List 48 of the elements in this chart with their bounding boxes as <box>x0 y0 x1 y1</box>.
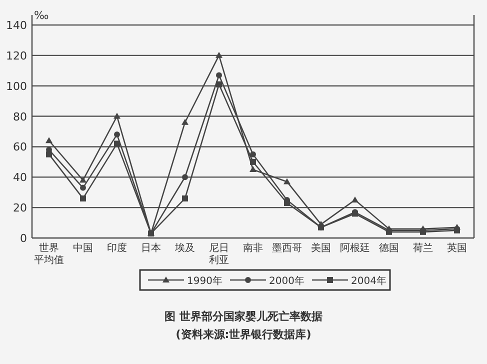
point <box>182 118 188 125</box>
point <box>46 151 52 158</box>
x-tick-label: 阿根廷 <box>340 242 370 254</box>
point <box>182 195 188 202</box>
point <box>182 174 188 180</box>
y-axis-title: ‰ <box>34 9 49 22</box>
y-tick-label: 20 <box>13 202 27 215</box>
point <box>318 224 324 230</box>
legend-label: 1990年 <box>187 275 222 287</box>
point <box>216 81 222 88</box>
x-tick-label: 德国 <box>379 243 399 254</box>
x-tick-label: 世界平均值 <box>34 242 64 266</box>
x-tick-label: 英国 <box>447 242 467 254</box>
point <box>46 137 52 144</box>
x-tick-label: 埃及 <box>174 242 195 254</box>
y-tick-label: 120 <box>6 49 27 62</box>
text: 图 世界部分国家婴儿死亡率数据 <box>164 310 322 323</box>
x-tick-label: 日本 <box>141 242 161 254</box>
x-tick-label: 尼日利亚 <box>209 243 229 266</box>
x-tick-label: 印度 <box>107 242 127 254</box>
x-tick-label: 中国 <box>73 242 93 254</box>
legend-label: 2000年 <box>269 275 304 287</box>
y-tick-label: 80 <box>13 110 27 124</box>
point <box>114 140 120 147</box>
x-tick-label: 荷兰 <box>413 242 433 254</box>
point <box>250 166 256 172</box>
y-tick-label: 100 <box>6 80 27 93</box>
y-tick-label: 60 <box>13 140 27 154</box>
x-tick-label: 美国 <box>311 242 331 254</box>
point <box>80 195 86 202</box>
point <box>352 196 358 202</box>
point <box>250 151 256 158</box>
point <box>114 132 120 138</box>
point <box>80 176 86 183</box>
point <box>114 112 120 119</box>
point <box>216 72 222 78</box>
point <box>216 52 222 58</box>
point <box>284 178 290 184</box>
point <box>284 200 290 206</box>
x-tick-label: 南非 <box>243 242 263 254</box>
y-tick-label: 40 <box>13 171 27 184</box>
text: (资料来源:世界银行数据库) <box>176 328 312 341</box>
legend-label: 2004年 <box>351 275 386 287</box>
y-tick-label: 0 <box>20 232 27 245</box>
point <box>250 158 256 165</box>
point <box>80 184 86 191</box>
x-tick-label: 墨西哥 <box>272 243 302 254</box>
y-tick-label: 140 <box>6 19 27 32</box>
